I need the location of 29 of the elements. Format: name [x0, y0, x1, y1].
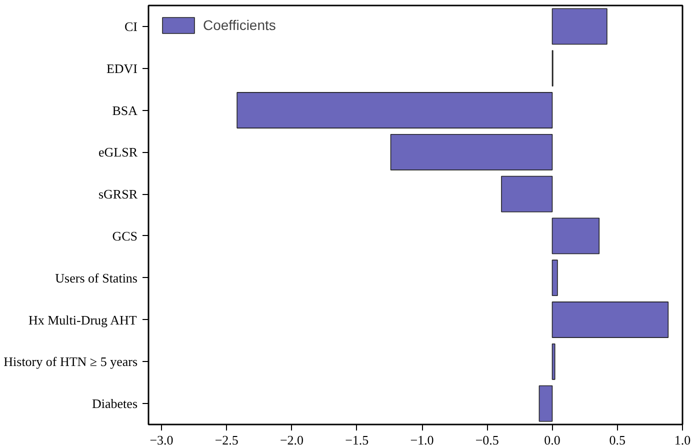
y-tick-label: Users of Statins [55, 270, 138, 286]
y-tick-label: CI [124, 18, 138, 34]
bar [552, 8, 608, 45]
y-tick-label: BSA [112, 102, 138, 118]
bar [538, 385, 553, 422]
y-tick-label: EDVI [106, 60, 138, 76]
bar [390, 134, 553, 170]
y-tick-label: eGLSR [98, 144, 138, 160]
x-tick-label: −2.5 [214, 432, 238, 447]
bar [552, 218, 600, 254]
y-tick-label: sGRSR [98, 186, 138, 202]
y-tick-label: GCS [112, 228, 138, 244]
x-tick-label: 0.0 [544, 432, 560, 447]
y-tick-label: Hx Multi-Drug AHT [28, 312, 137, 328]
x-tick-label: −1.0 [410, 432, 434, 447]
x-tick-label: −1.5 [345, 432, 369, 447]
bar [552, 260, 558, 296]
x-tick-label: −0.5 [475, 432, 499, 447]
bar [552, 302, 669, 338]
y-tick-label: Diabetes [92, 396, 138, 412]
x-tick-label: −3.0 [150, 432, 174, 447]
bar [552, 343, 556, 380]
y-tick-label: History of HTN ≥ 5 years [4, 354, 138, 370]
legend-label: Coefficients [203, 17, 276, 33]
bar [236, 92, 553, 128]
bar [501, 176, 553, 212]
x-tick-label: 1.0 [674, 432, 691, 447]
x-tick-label: −2.0 [280, 432, 304, 447]
x-tick-label: 0.5 [609, 432, 626, 447]
